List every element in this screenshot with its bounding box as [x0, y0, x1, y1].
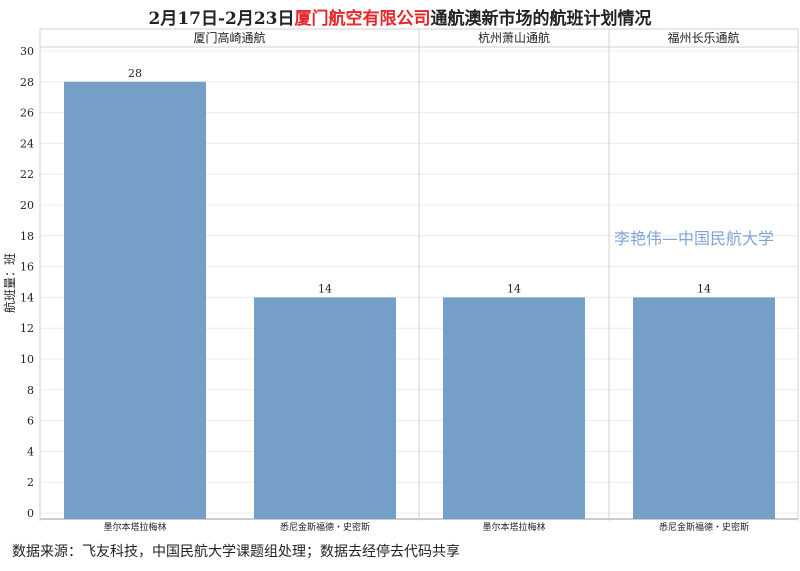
y-tick-label: 16	[20, 261, 34, 274]
x-category-label: 悉尼金斯福德・史密斯	[280, 521, 370, 533]
y-tick-label: 22	[20, 168, 34, 181]
y-tick-label: 14	[20, 291, 34, 304]
x-category-label: 墨尔本塔拉梅林	[482, 521, 545, 533]
y-tick-label: 12	[20, 322, 34, 335]
x-category-label: 墨尔本塔拉梅林	[103, 521, 166, 533]
y-tick-label: 4	[27, 445, 34, 458]
bar	[633, 297, 775, 519]
x-category-label: 悉尼金斯福德・史密斯	[659, 521, 749, 533]
y-tick-label: 24	[20, 137, 34, 150]
source-note: 数据来源：飞友科技，中国民航大学课题组处理；数据去经停去代码共享	[12, 544, 460, 560]
chart-title: 2月17日-2月23日厦门航空有限公司通航澳新市场的航班计划情况	[0, 4, 800, 29]
y-tick-label: 6	[27, 415, 34, 428]
data-label: 28	[128, 67, 142, 80]
y-tick-label: 30	[20, 45, 34, 58]
y-tick-label: 0	[27, 507, 34, 520]
y-tick-label: 8	[27, 384, 34, 397]
title-part1: 2月17日-2月23日	[148, 9, 295, 29]
title-highlight: 厦门航空有限公司	[294, 9, 431, 29]
y-tick-label: 26	[20, 107, 34, 120]
data-label: 14	[318, 282, 332, 295]
panel-header: 福州长乐通航	[667, 30, 739, 45]
bar	[254, 297, 396, 519]
y-tick-label: 28	[20, 76, 34, 89]
watermark: 李艳伟—中国民航大学	[614, 229, 775, 248]
panel-header: 杭州萧山通航	[478, 30, 550, 45]
y-tick-label: 18	[20, 230, 34, 243]
title-part2: 通航澳新市场的航班计划情况	[430, 9, 652, 29]
y-tick-label: 2	[27, 476, 34, 489]
y-tick-label: 10	[20, 353, 34, 366]
y-tick-label: 20	[20, 199, 34, 212]
data-label: 14	[697, 282, 711, 295]
panel-header: 厦门高崎通航	[193, 30, 265, 45]
y-axis-title: 航班量：班	[2, 253, 17, 313]
bar	[443, 297, 585, 519]
bar	[64, 81, 206, 520]
data-label: 14	[507, 282, 521, 295]
